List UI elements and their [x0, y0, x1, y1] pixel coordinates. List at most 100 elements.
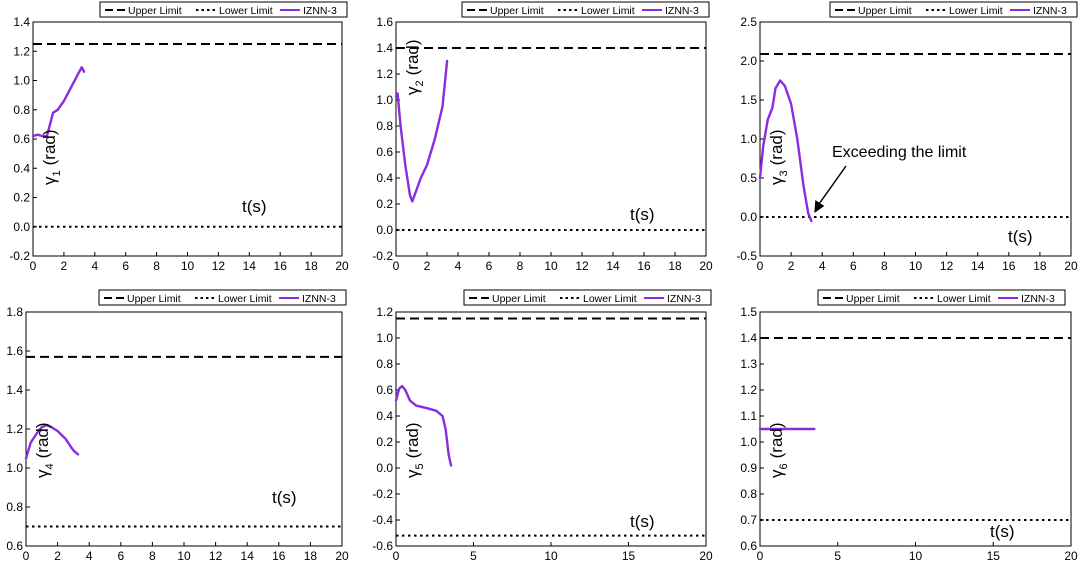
- legend-entry: Lower Limit: [583, 293, 637, 305]
- y-tick-label: 0.6: [13, 132, 30, 146]
- x-tick-label: 2: [61, 259, 68, 273]
- x-tick-label: 20: [1064, 549, 1078, 563]
- chart-panel-5: -0.6 -0.4 -0.2 0.0 0.2 0.4 0.6 0.8 1.0 1.2 0 5 10 15 2…: [372, 289, 713, 563]
- x-tick-label: 10: [909, 259, 923, 273]
- y-axis-label: γ2 (rad): [403, 39, 426, 95]
- y-tick-label: -0.5: [736, 249, 757, 263]
- y-axis-label-unit: (rad): [767, 422, 786, 458]
- annotation-arrow-line: [817, 165, 847, 206]
- legend-entry: Upper Limit: [846, 293, 900, 305]
- y-axis-label-symbol: γ: [403, 86, 422, 95]
- series-line-iznn3: [394, 59, 449, 203]
- legend-entry: Lower Limit: [937, 293, 991, 305]
- x-tick-label: 18: [304, 549, 318, 563]
- y-axis-label-symbol: γ: [403, 469, 422, 478]
- legend-entry: IZNN-3: [1021, 293, 1055, 305]
- y-tick-label: 1.2: [376, 67, 393, 81]
- x-tick-label: 4: [86, 549, 93, 563]
- x-tick-label: 12: [209, 549, 223, 563]
- y-tick-label: 1.2: [6, 422, 23, 436]
- x-tick-label: 6: [122, 259, 129, 273]
- x-tick-label: 0: [23, 549, 30, 563]
- y-tick-label: 0.2: [13, 191, 30, 205]
- x-tick-label: 0: [393, 549, 400, 563]
- x-tick-label: 8: [881, 259, 888, 273]
- x-tick-label: 4: [455, 259, 462, 273]
- y-axis-label-unit: (rad): [767, 129, 786, 165]
- legend: Upper Limit Lower Limit IZNN-3: [817, 289, 1066, 306]
- x-axis-label: t(s): [242, 197, 267, 216]
- x-tick-label: 8: [149, 549, 156, 563]
- x-tick-label: 18: [304, 259, 318, 273]
- y-axis-label: γ4 (rad): [33, 422, 56, 478]
- y-tick-label: 0.5: [740, 171, 757, 185]
- x-tick-label: 20: [699, 549, 713, 563]
- y-tick-label: 1.5: [740, 305, 757, 319]
- y-tick-label: 0.0: [376, 461, 393, 475]
- y-axis-label-symbol: γ: [767, 176, 786, 185]
- legend-entry: Upper Limit: [492, 293, 546, 305]
- y-tick-label: -0.2: [372, 249, 393, 263]
- y-tick-label: 1.0: [13, 74, 30, 88]
- x-tick-label: 12: [212, 259, 226, 273]
- y-axis-label-symbol: γ: [767, 469, 786, 478]
- x-tick-label: 0: [393, 259, 400, 273]
- legend-box: [99, 1, 348, 18]
- y-tick-label: 0.4: [13, 161, 30, 175]
- y-tick-label: 0.9: [740, 461, 757, 475]
- x-tick-label: 20: [699, 259, 713, 273]
- x-axis-label: t(s): [630, 205, 655, 224]
- chart-panel-2: -0.2 0.0 0.2 0.4 0.6 0.8 1.0 1.2 1.4 1.6 0 2 4 6 8 10 12…: [372, 1, 713, 273]
- y-axis-label-symbol: γ: [40, 176, 59, 185]
- legend: Upper Limit Lower Limit IZNN-3: [463, 289, 712, 306]
- x-tick-label: 5: [834, 549, 841, 563]
- chart-panel-1: -0.2 0.0 0.2 0.4 0.6 0.8 1.0 1.2 1.4 0 2 4 6 8 10 12 14 1…: [9, 1, 349, 273]
- x-tick-label: 0: [757, 259, 764, 273]
- x-tick-label: 16: [272, 549, 286, 563]
- plot-frame: [32, 21, 343, 257]
- x-tick-label: 14: [971, 259, 985, 273]
- x-tick-label: 2: [424, 259, 431, 273]
- x-tick-label: 10: [909, 549, 923, 563]
- x-tick-label: 20: [335, 259, 349, 273]
- legend-entry: Lower Limit: [581, 5, 635, 17]
- x-tick-label: 18: [668, 259, 682, 273]
- plot-frame: [759, 21, 1072, 257]
- x-tick-label: 15: [622, 549, 636, 563]
- y-tick-label: -0.2: [372, 487, 393, 501]
- legend-entry: IZNN-3: [667, 293, 701, 305]
- legend-box: [817, 289, 1066, 306]
- legend-entry: Lower Limit: [219, 5, 273, 17]
- x-axis-label: t(s): [1008, 227, 1033, 246]
- y-tick-label: 0.8: [13, 103, 30, 117]
- y-tick-label: 1.2: [376, 305, 393, 319]
- y-tick-label: 0.2: [376, 197, 393, 211]
- x-tick-label: 0: [30, 259, 37, 273]
- annotation-text: Exceeding the limit: [832, 144, 967, 161]
- x-tick-label: 4: [91, 259, 98, 273]
- legend-entry: Lower Limit: [949, 5, 1003, 17]
- x-tick-label: 14: [241, 549, 255, 563]
- x-tick-label: 12: [940, 259, 954, 273]
- legend-entry: Upper Limit: [128, 5, 182, 17]
- y-tick-label: 2.0: [740, 54, 757, 68]
- series-line-iznn3: [394, 384, 453, 467]
- x-tick-label: 0: [757, 549, 764, 563]
- y-tick-label: 1.0: [376, 93, 393, 107]
- y-axis-label-unit: (rad): [403, 422, 422, 458]
- y-axis-label: γ1 (rad): [40, 129, 63, 185]
- y-tick-label: 1.6: [6, 344, 23, 358]
- y-tick-label: 1.2: [13, 44, 30, 58]
- y-axis-label: γ6 (rad): [767, 422, 790, 478]
- y-tick-label: -0.2: [9, 249, 30, 263]
- chart-panel-4: 0.6 0.8 1.0 1.2 1.4 1.6 1.8 0 2 4 6 8 10 12 14 16 18 20 t(…: [6, 289, 349, 563]
- legend-entry: IZNN-3: [665, 5, 699, 17]
- x-tick-label: 8: [517, 259, 524, 273]
- x-tick-label: 10: [177, 549, 191, 563]
- legend: Upper Limit Lower Limit IZNN-3: [461, 1, 710, 18]
- series-line-iznn3: [24, 423, 80, 460]
- legend-entry: IZNN-3: [302, 293, 336, 305]
- legend-box: [829, 1, 1078, 18]
- legend-box: [463, 289, 712, 306]
